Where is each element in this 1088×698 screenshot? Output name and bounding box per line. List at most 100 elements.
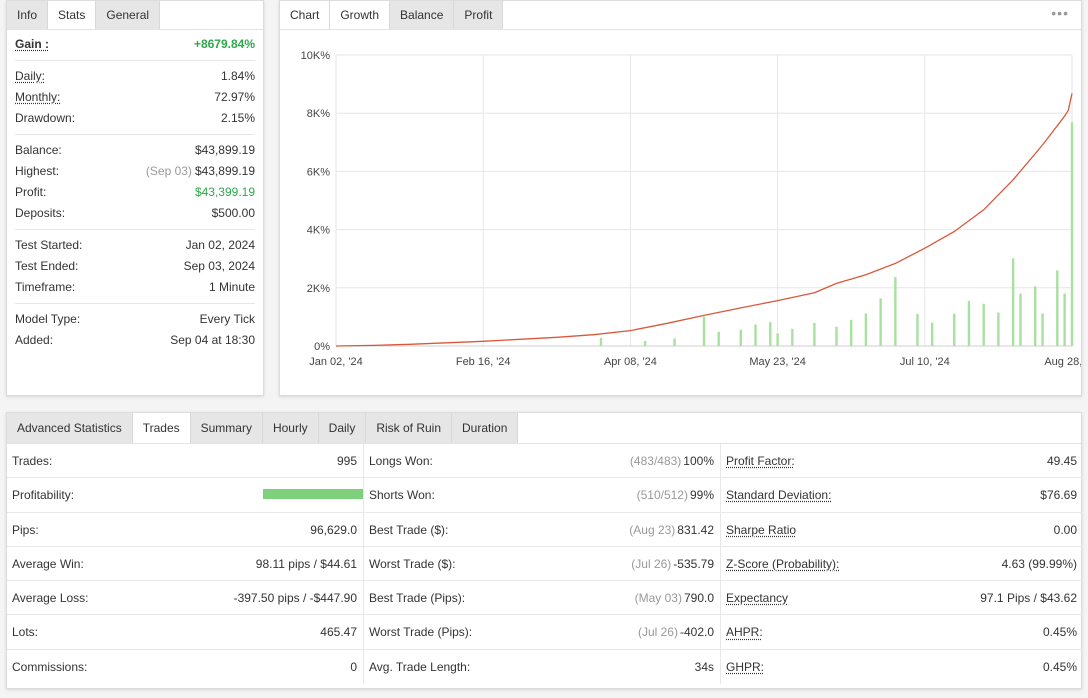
stat-label: Test Started: <box>15 238 83 252</box>
adv-stat-standard-deviation: Standard Deviation: $76.69 <box>721 478 1083 513</box>
profit-bar <box>850 319 853 346</box>
profit-bar <box>997 312 1000 346</box>
y-tick-label: 2K% <box>307 283 330 295</box>
tab-daily[interactable]: Daily <box>318 413 367 443</box>
gain-label[interactable]: Gain : <box>15 37 50 51</box>
adv-stat-value: 96,629.0 <box>310 513 357 547</box>
profit-bar <box>1063 293 1066 346</box>
adv-stat-value-text: 100% <box>683 454 714 468</box>
stat-label: Deposits: <box>15 206 66 220</box>
adv-stat-value-text: 96,629.0 <box>310 522 357 537</box>
adv-stat-value: 0.45% <box>1043 650 1077 684</box>
tab-risk-of-ruin[interactable]: Risk of Ruin <box>366 413 453 443</box>
adv-stat-value: 995 <box>337 444 357 478</box>
profit-bar <box>643 341 647 346</box>
adv-stat-value: (510/512) 99% <box>637 478 714 512</box>
x-tick-label: Jul 10, '24 <box>900 356 950 368</box>
adv-stat-value-text: 99% <box>689 488 714 503</box>
tab-summary[interactable]: Summary <box>190 413 263 443</box>
tab-chart[interactable]: Chart <box>280 1 331 29</box>
profit-bar <box>769 322 772 346</box>
tab-balance[interactable]: Balance <box>390 1 455 29</box>
adv-stat-label: Avg. Trade Length: <box>369 659 471 674</box>
tab-trades[interactable]: Trades <box>132 413 191 443</box>
tab-growth[interactable]: Growth <box>330 1 391 29</box>
y-tick-label: 10K% <box>301 50 331 62</box>
adv-stat-label[interactable]: Standard Deviation: <box>726 488 832 503</box>
adv-stat-value-text: 995 <box>336 454 357 468</box>
adv-stat-note: (483/483) <box>629 454 682 468</box>
adv-stat-value-text: -535.79 <box>673 556 714 571</box>
stat-label: Model Type: <box>15 312 81 326</box>
adv-stat-label[interactable]: Sharpe Ratio <box>726 522 797 537</box>
adv-stat-average-win: Average Win: 98.11 pips / $44.61 <box>7 546 364 582</box>
adv-stat-value-text: -397.50 pips / -$447.90 <box>233 591 357 606</box>
stat-label: Profit: <box>15 185 47 199</box>
profit-bar <box>1056 270 1059 346</box>
adv-stat-note: (Jul 26) <box>631 556 672 571</box>
chart-panel: Chart Growth Balance Profit ••• 0% 2K% 4K%… <box>279 0 1082 396</box>
profit-bar <box>894 277 897 346</box>
tab-profit[interactable]: Profit <box>454 1 504 29</box>
advanced-tabs: Advanced Statistics Trades Summary Hourl… <box>7 413 1081 444</box>
adv-stat-label[interactable]: AHPR: <box>726 625 763 640</box>
profit-bar <box>879 298 882 346</box>
adv-stat-best-trade-pips: Best Trade (Pips): (May 03) 790.0 <box>364 581 721 616</box>
profit-bar <box>930 322 934 346</box>
stat-value-text: Jan 02, 2024 <box>185 238 255 252</box>
divider <box>15 303 255 304</box>
stat-label: Balance: <box>15 143 62 157</box>
adv-stat-value: -397.50 pips / -$447.90 <box>234 581 357 615</box>
stat-label[interactable]: Monthly: <box>15 90 61 104</box>
stat-row-daily: Daily: 1.84% <box>7 66 263 87</box>
profit-bar <box>754 324 757 346</box>
chart-tabs: Chart Growth Balance Profit <box>280 1 1081 30</box>
adv-stat-profit-factor: Profit Factor: 49.45 <box>721 444 1083 479</box>
adv-stat-average-loss: Average Loss: -397.50 pips / -$447.90 <box>7 581 364 616</box>
adv-stat-label[interactable]: Z-Score (Probability): <box>726 556 840 571</box>
gain-value: +8679.84% <box>193 37 255 51</box>
adv-stat-label: Trades: <box>12 454 53 468</box>
stat-row-monthly: Monthly: 72.97% <box>7 87 263 108</box>
stat-value-text: Every Tick <box>199 312 255 326</box>
adv-stat-label[interactable]: Profit Factor: <box>726 454 795 468</box>
stat-row-timeframe: Timeframe: 1 Minute <box>7 277 263 298</box>
adv-stat-value-text: 790.0 <box>683 591 714 606</box>
adv-stat-shorts-won: Shorts Won: (510/512) 99% <box>364 478 721 513</box>
tab-stats[interactable]: Stats <box>48 1 97 29</box>
adv-stat-label: Pips: <box>12 522 39 537</box>
x-tick-label: Apr 08, '24 <box>604 356 657 368</box>
advanced-stats-grid: Trades: 995 Longs Won: (483/483) 100% Profit … <box>7 444 1083 685</box>
adv-stat-label[interactable]: Expectancy <box>726 591 789 606</box>
tab-duration[interactable]: Duration <box>452 413 519 443</box>
adv-stat-label: Worst Trade ($): <box>369 556 456 571</box>
divider <box>15 229 255 230</box>
adv-stat-label[interactable]: GHPR: <box>726 659 765 674</box>
stat-value: 1 Minute <box>209 277 255 298</box>
adv-stat-note: (Aug 23) <box>629 522 676 537</box>
stat-row-profit: Profit: $43,399.19 <box>7 182 263 203</box>
tab-general[interactable]: General <box>96 1 161 29</box>
adv-stat-value-text: 0.45% <box>1042 625 1077 640</box>
adv-stat-ghpr: GHPR: 0.45% <box>721 650 1083 684</box>
adv-stat-value: 97.1 Pips / $43.62 <box>980 581 1077 615</box>
y-tick-label: 8K% <box>307 108 330 120</box>
profit-bar <box>1070 122 1074 346</box>
stat-value-text: $43,899.19 <box>194 164 255 178</box>
tab-hourly[interactable]: Hourly <box>262 413 319 443</box>
x-tick-label: May 23, '24 <box>749 356 806 368</box>
stat-label[interactable]: Daily: <box>15 69 46 83</box>
stat-value: Sep 03, 2024 <box>184 256 255 277</box>
stat-value-text: $43,399.19 <box>194 185 255 199</box>
adv-stat-z-score-probability: Z-Score (Probability): 4.63 (99.99%) <box>721 547 1083 582</box>
adv-stat-value-text: 4.63 (99.99%) <box>1001 556 1077 571</box>
info-panel: Info Stats General Gain : +8679.84% Dail… <box>6 0 264 396</box>
profit-bar <box>1011 258 1015 346</box>
x-tick-label: Jan 02, '24 <box>309 356 362 368</box>
adv-stat-worst-trade-pips: Worst Trade (Pips): (Jul 26) -402.0 <box>364 615 721 650</box>
adv-stat-sharpe-ratio: Sharpe Ratio 0.00 <box>721 513 1083 547</box>
tab-info[interactable]: Info <box>7 1 49 29</box>
more-options-icon[interactable]: ••• <box>1051 5 1069 21</box>
stat-value-text: $500.00 <box>211 206 255 220</box>
adv-stat-value-text: 0.45% <box>1042 659 1077 674</box>
